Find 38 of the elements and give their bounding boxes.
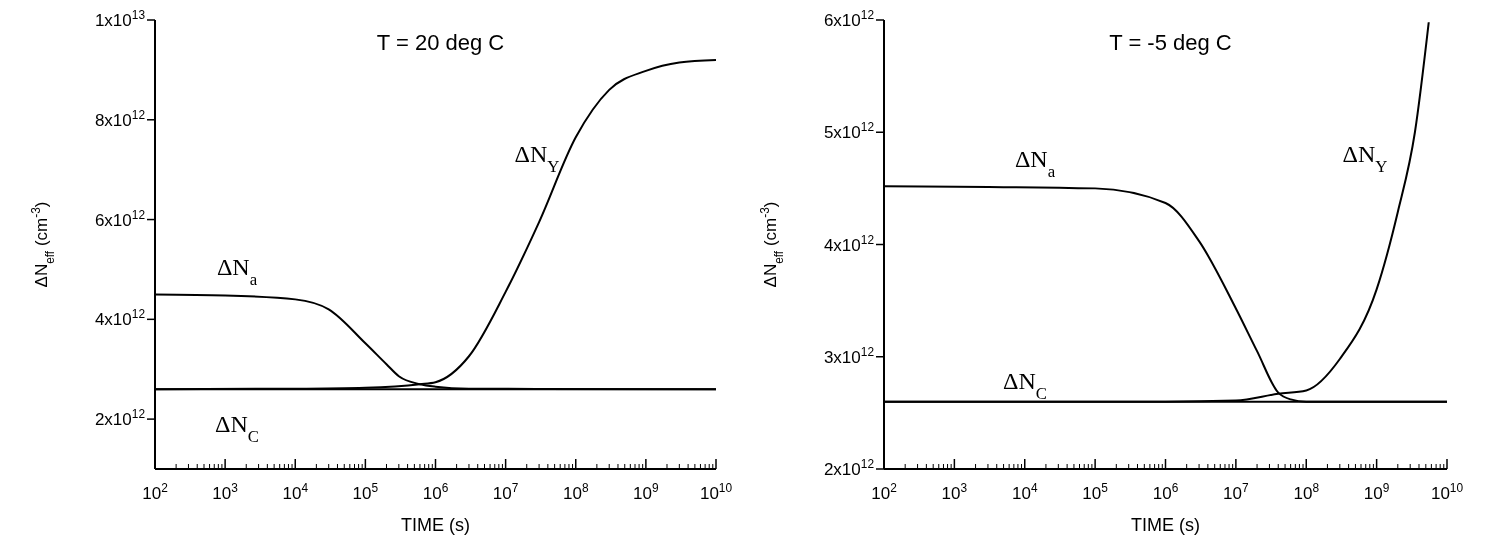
y-tick-label: 2x10$^{12}$	[94, 407, 146, 430]
x-tick-label: 10$^{10}$	[699, 481, 733, 503]
x-tick-label: 10$^{2}$	[871, 481, 898, 503]
series-label: ΔN$_{a}$	[1014, 146, 1056, 181]
y-tick-label: 6x10$^{12}$	[94, 207, 146, 230]
x-axis-title: TIME (s)	[1131, 515, 1200, 535]
x-tick-label: 10$^{3}$	[941, 481, 968, 503]
x-tick-label: 10$^{7}$	[1223, 481, 1250, 503]
y-tick-label: 3x10$^{12}$	[823, 344, 875, 367]
text: T = -5 deg C	[1109, 30, 1232, 55]
series-label: ΔN$_{Y}$	[514, 141, 560, 176]
x-tick-label: 10$^{5}$	[352, 481, 379, 503]
y-tick-label: 1x10$^{13}$	[94, 8, 146, 30]
x-tick-label: 10$^{10}$	[1430, 481, 1464, 503]
x-tick-label: 10$^{4}$	[282, 481, 309, 503]
x-tick-label: 10$^{6}$	[1152, 481, 1179, 503]
x-axis-title: TIME (s)	[401, 515, 470, 535]
x-tick-label: 10$^{3}$	[212, 481, 239, 503]
y-tick-label: 6x10$^{12}$	[823, 8, 875, 30]
x-tick-label: 10$^{9}$	[633, 481, 660, 503]
series-label: ΔN$_{a}$	[216, 254, 258, 289]
series-label: ΔN$_{C}$	[1003, 368, 1047, 403]
y-tick-label: 4x10$^{12}$	[94, 307, 146, 330]
y-tick-label: 4x10$^{12}$	[823, 232, 875, 255]
series-label: ΔN$_{C}$	[215, 411, 259, 446]
x-tick-label: 10$^{8}$	[1293, 481, 1320, 503]
x-tick-label: 10$^{5}$	[1082, 481, 1109, 503]
y-tick-label: 2x10$^{12}$	[823, 457, 875, 479]
x-tick-label: 10$^{2}$	[142, 481, 169, 503]
x-tick-label: 10$^{9}$	[1363, 481, 1390, 503]
x-tick-label: 10$^{6}$	[422, 481, 449, 503]
y-tick-label: 5x10$^{12}$	[823, 120, 875, 143]
y-tick-label: 8x10$^{12}$	[94, 107, 146, 130]
x-tick-label: 10$^{7}$	[492, 481, 519, 503]
series-label: ΔN$_{Y}$	[1342, 141, 1388, 176]
x-tick-label: 10$^{4}$	[1011, 481, 1038, 503]
x-tick-label: 10$^{8}$	[562, 481, 589, 503]
text: T = 20 deg C	[376, 30, 505, 55]
